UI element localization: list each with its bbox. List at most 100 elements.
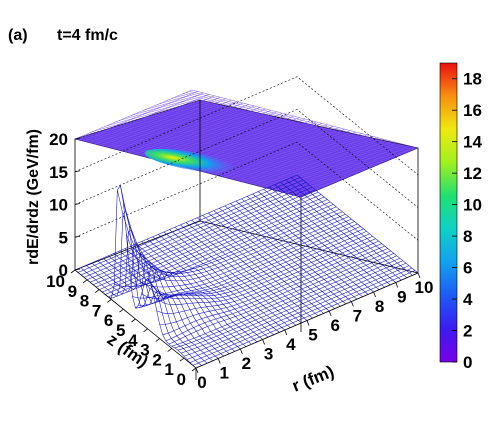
z-tick-label: 10 — [49, 196, 68, 215]
top-mesh-line — [136, 113, 363, 172]
x-tick-label: 9 — [397, 288, 406, 307]
top-mesh-line — [125, 102, 243, 153]
x-tick-label: 10 — [415, 278, 434, 297]
y-tick-label: 6 — [104, 311, 113, 330]
y-tick-label: 0 — [177, 370, 186, 389]
x-tick — [217, 358, 221, 364]
surface-line-r — [246, 196, 369, 295]
top-mesh-line — [171, 98, 398, 157]
surface-line-r — [196, 217, 319, 316]
top-mesh-line — [177, 95, 404, 155]
top-mesh-line — [189, 91, 416, 150]
colorbar-tick-label: 6 — [463, 259, 472, 278]
y-tick-label: 9 — [68, 282, 77, 301]
top-mesh-line — [142, 107, 260, 157]
colorbar-tick-label: 12 — [463, 164, 482, 183]
colorbar-tick-label: 0 — [463, 353, 472, 372]
top-mesh-line — [162, 102, 389, 161]
top-mesh-line — [151, 106, 378, 166]
colorbar-tick-label: 4 — [463, 290, 473, 309]
surface-line-r — [269, 186, 391, 286]
surface-line-r — [119, 250, 241, 350]
colorbar-tick-label: 8 — [463, 227, 472, 246]
panel-label: (a) — [8, 27, 28, 44]
top-mesh-line — [86, 92, 204, 143]
surface-line-r — [185, 222, 308, 321]
z-tick-label: 20 — [49, 130, 68, 149]
y-tick — [191, 367, 197, 372]
top-mesh-line — [142, 110, 369, 170]
gridline — [74, 76, 419, 175]
x-tick — [373, 291, 376, 298]
top-mesh-line — [168, 99, 395, 158]
y-tick — [70, 269, 76, 274]
y-tick — [179, 357, 185, 362]
x-tick-label: 8 — [375, 297, 384, 316]
y-tick — [167, 348, 173, 352]
top-mesh-line — [80, 91, 198, 141]
x-tick — [240, 348, 243, 355]
x-tick — [195, 367, 199, 374]
surface-line-r — [263, 189, 385, 288]
y-tick-label: 5 — [116, 321, 125, 340]
top-mesh-line — [186, 92, 413, 151]
top-mesh-line — [174, 97, 401, 156]
colorbar-tick-label: 10 — [463, 196, 482, 215]
top-mesh-line — [108, 98, 226, 148]
surface-line-r — [285, 179, 408, 278]
colorbar-tick-label: 14 — [463, 133, 482, 152]
z-tick — [74, 137, 81, 140]
surface-line-r — [135, 243, 258, 343]
surface-line-r — [202, 215, 324, 314]
surface-line-r — [146, 238, 269, 338]
z-tick-label: 5 — [59, 228, 68, 247]
x-tick — [351, 301, 354, 307]
x-tick-label: 2 — [242, 354, 251, 373]
top-mesh-line — [139, 111, 366, 171]
chart-title: t=4 fm/c — [57, 27, 118, 44]
x-tick-label: 4 — [286, 335, 296, 354]
zaxis-title: rdE/drdz (GeV/fm) — [25, 129, 42, 265]
top-mesh-line — [137, 105, 255, 156]
surface-line-r — [241, 198, 363, 297]
gridline — [74, 109, 419, 208]
surface-line-r — [230, 203, 352, 302]
top-mesh-line — [91, 94, 210, 144]
surface-line-r — [291, 177, 413, 276]
y-tick — [143, 328, 148, 333]
top-mesh-line — [131, 104, 249, 154]
top-mesh-line — [114, 99, 232, 150]
surface-line-z — [135, 223, 358, 309]
x-tick — [417, 272, 421, 279]
y-tick-label: 8 — [80, 292, 89, 311]
x-tick — [395, 282, 399, 288]
z-tick-label: 0 — [59, 261, 68, 280]
surface-line-r — [224, 205, 347, 305]
y-tick — [119, 308, 124, 313]
x-tick-label: 1 — [219, 364, 228, 383]
surface-line-r — [158, 234, 280, 333]
colorbar-tick-label: 2 — [463, 322, 472, 341]
top-mesh-line — [159, 103, 386, 162]
top-mesh-line — [103, 97, 221, 147]
xaxis-title: r (fm) — [289, 362, 336, 396]
y-tick — [94, 289, 100, 293]
top-mesh-line — [165, 100, 392, 160]
surface-mesh — [74, 174, 419, 369]
surface-line-r — [174, 227, 297, 326]
y-tick-label: 3 — [140, 341, 149, 360]
surface-line-r — [274, 184, 396, 283]
y-tick — [107, 299, 112, 303]
surface-line-r — [85, 229, 208, 364]
surface-line-z — [147, 233, 370, 297]
surface-line-r — [141, 241, 263, 340]
z-tick — [74, 170, 81, 173]
surface-line-r — [163, 231, 285, 331]
surface-line-r — [152, 236, 274, 335]
x-tick-label: 7 — [353, 307, 362, 326]
x-tick-label: 5 — [308, 326, 317, 345]
top-projection-hotspot — [144, 148, 240, 174]
top-mesh-line — [97, 95, 215, 145]
